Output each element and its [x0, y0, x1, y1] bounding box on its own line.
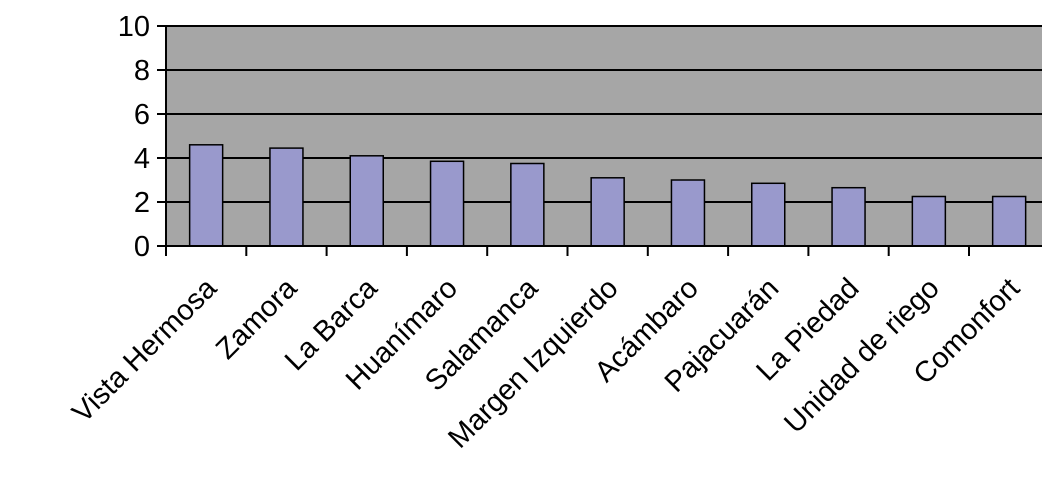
bar-vista-hermosa	[188, 144, 224, 247]
bar-unidad-de-riego	[911, 195, 947, 247]
bar-acámbaro	[670, 179, 706, 247]
y-tick-label: 6	[134, 99, 150, 131]
y-tick-label: 2	[134, 187, 150, 219]
bar-salamanca	[510, 162, 545, 247]
x-tick-label: Vista Hermosa	[66, 272, 223, 429]
bar-pajacuarán	[751, 182, 786, 247]
gridlines	[166, 25, 1042, 203]
bar-huanímaro	[429, 160, 465, 247]
bar-la-barca	[349, 155, 384, 247]
bar-zamora	[269, 147, 304, 247]
y-tick-label: 4	[134, 143, 150, 175]
y-tick-labels: 0 2 4 6 8 10	[118, 11, 150, 263]
bar-la-piedad	[831, 186, 866, 247]
axes	[157, 25, 1042, 256]
bars	[188, 144, 1027, 247]
bar-comonfort	[991, 195, 1027, 247]
y-tick-label: 8	[134, 55, 150, 87]
bar-margen-izquierdo	[590, 177, 625, 247]
y-tick-label: 0	[134, 231, 150, 263]
y-tick-label: 10	[118, 11, 150, 43]
